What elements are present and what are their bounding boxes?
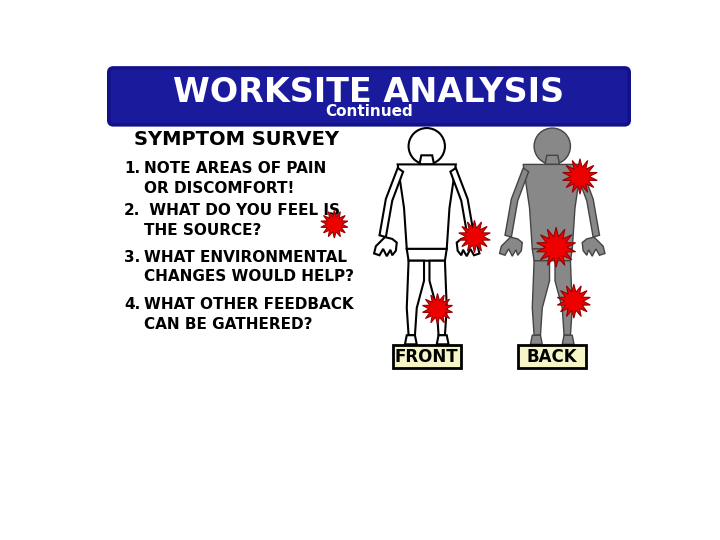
Polygon shape: [429, 261, 446, 335]
Polygon shape: [456, 237, 480, 256]
Polygon shape: [405, 335, 417, 345]
Text: WHAT ENVIRONMENTAL
CHANGES WOULD HELP?: WHAT ENVIRONMENTAL CHANGES WOULD HELP?: [144, 249, 354, 285]
Polygon shape: [397, 164, 456, 249]
Text: Continued: Continued: [325, 104, 413, 118]
Text: WHAT DO YOU FEEL IS
THE SOURCE?: WHAT DO YOU FEEL IS THE SOURCE?: [144, 204, 340, 238]
Circle shape: [534, 128, 570, 164]
Text: 1.: 1.: [124, 161, 140, 176]
Text: FRONT: FRONT: [395, 348, 459, 366]
Polygon shape: [374, 237, 397, 256]
Polygon shape: [532, 249, 572, 261]
Circle shape: [408, 128, 445, 164]
Text: SYMPTOM SURVEY: SYMPTOM SURVEY: [134, 130, 339, 149]
Polygon shape: [459, 220, 490, 253]
Text: 2.: 2.: [124, 204, 140, 218]
FancyBboxPatch shape: [393, 345, 461, 368]
Polygon shape: [545, 156, 559, 164]
Polygon shape: [379, 168, 403, 237]
Polygon shape: [451, 168, 474, 237]
Polygon shape: [321, 211, 348, 238]
Polygon shape: [523, 164, 581, 249]
Polygon shape: [423, 294, 453, 325]
Polygon shape: [576, 168, 600, 237]
Polygon shape: [532, 261, 549, 335]
Polygon shape: [563, 159, 598, 194]
Polygon shape: [582, 237, 605, 256]
Text: WHAT OTHER FEEDBACK
CAN BE GATHERED?: WHAT OTHER FEEDBACK CAN BE GATHERED?: [144, 298, 354, 332]
Polygon shape: [500, 237, 522, 256]
Polygon shape: [531, 335, 542, 345]
Text: 4.: 4.: [124, 298, 140, 312]
Polygon shape: [555, 261, 572, 335]
Text: NOTE AREAS OF PAIN
OR DISCOMFORT!: NOTE AREAS OF PAIN OR DISCOMFORT!: [144, 161, 326, 196]
Polygon shape: [536, 227, 575, 267]
FancyBboxPatch shape: [518, 345, 586, 368]
Text: BACK: BACK: [527, 348, 577, 366]
Polygon shape: [407, 261, 424, 335]
Polygon shape: [505, 168, 528, 237]
Polygon shape: [420, 156, 434, 164]
Polygon shape: [437, 335, 449, 345]
Polygon shape: [407, 249, 446, 261]
FancyBboxPatch shape: [109, 68, 629, 125]
Text: 3.: 3.: [124, 249, 140, 265]
Text: WORKSITE ANALYSIS: WORKSITE ANALYSIS: [174, 76, 564, 109]
Polygon shape: [562, 335, 574, 345]
Polygon shape: [557, 284, 590, 318]
